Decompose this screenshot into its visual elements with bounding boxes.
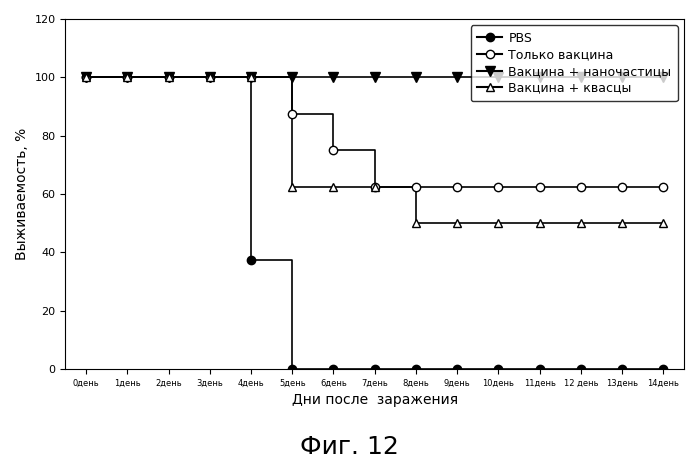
Text: Фиг. 12: Фиг. 12 xyxy=(300,436,399,459)
Y-axis label: Выживаемость, %: Выживаемость, % xyxy=(15,128,29,260)
X-axis label: Дни после  заражения: Дни после заражения xyxy=(291,393,458,407)
Legend: PBS, Только вакцина, Вакцина + наночастицы, Вакцина + квасцы: PBS, Только вакцина, Вакцина + наночасти… xyxy=(471,25,678,101)
